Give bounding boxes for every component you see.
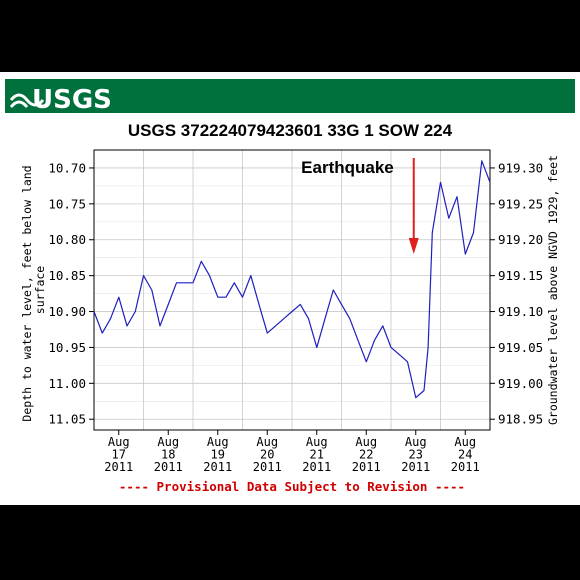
y-tick-label-right: 919.30 <box>498 160 543 175</box>
x-tick-label: Aug <box>405 435 427 449</box>
x-tick-label: 23 <box>409 448 423 462</box>
y-tick-label-right: 919.20 <box>498 232 543 247</box>
x-tick-label: 2011 <box>154 460 183 474</box>
x-tick-label: 17 <box>112 448 126 462</box>
y-tick-label-left: 10.70 <box>48 160 86 175</box>
x-tick-label: 21 <box>310 448 324 462</box>
usgs-logo-text: USGS <box>32 85 112 115</box>
x-tick-label: 20 <box>260 448 274 462</box>
x-tick-label: 18 <box>161 448 175 462</box>
axis-ticks <box>89 167 495 435</box>
y-tick-label-left: 10.80 <box>48 232 86 247</box>
earthquake-arrow-icon <box>408 158 419 254</box>
y-tick-label-left: 10.75 <box>48 196 86 211</box>
provisional-footnote: ---- Provisional Data Subject to Revisio… <box>119 479 465 494</box>
y-tick-label-right: 918.95 <box>498 412 543 427</box>
x-tick-label: Aug <box>157 435 179 449</box>
y-tick-label-left: 10.85 <box>48 268 86 283</box>
y-tick-label-left: 10.90 <box>48 304 86 319</box>
usgs-banner <box>5 79 575 113</box>
chart-panel: USGS USGS 372224079423601 33G 1 SOW 224 … <box>0 72 580 505</box>
y-tick-label-right: 919.25 <box>498 196 543 211</box>
usgs-logo-icon <box>9 93 45 108</box>
tick-labels: 10.70 919.30 10.75 919.25 10.80 919.20 10.85 91… <box>48 160 543 474</box>
x-tick-label: Aug <box>256 435 278 449</box>
chart-title: USGS 372224079423601 33G 1 SOW 224 <box>128 121 453 140</box>
y-tick-label-left: 11.00 <box>48 376 86 391</box>
x-tick-label: 24 <box>458 448 472 462</box>
x-tick-label: 2011 <box>253 460 282 474</box>
data-series <box>93 160 491 399</box>
grid <box>94 150 490 430</box>
x-tick-label: 2011 <box>352 460 381 474</box>
y-tick-label-right: 919.00 <box>498 376 543 391</box>
x-tick-label: Aug <box>454 435 476 449</box>
x-tick-label: 22 <box>359 448 373 462</box>
x-tick-label: Aug <box>355 435 377 449</box>
earthquake-annotation: Earthquake <box>301 158 394 177</box>
hydrograph-chart: USGS USGS 372224079423601 33G 1 SOW 224 … <box>5 79 575 494</box>
y-axis-label-left: Depth to water level, feet below land su… <box>20 158 47 421</box>
y-axis-label-right: Groundwater level above NGVD 1929, feet <box>546 155 560 425</box>
x-tick-label: 2011 <box>302 460 331 474</box>
y-tick-label-left: 10.95 <box>48 340 86 355</box>
x-tick-label: 19 <box>211 448 225 462</box>
y-tick-label-right: 919.15 <box>498 268 543 283</box>
x-tick-label: 2011 <box>203 460 232 474</box>
x-tick-label: 2011 <box>104 460 133 474</box>
y-tick-label-left: 11.05 <box>48 412 86 427</box>
y-tick-label-right: 919.10 <box>498 304 543 319</box>
plot-frame <box>93 149 491 431</box>
x-tick-label: Aug <box>306 435 328 449</box>
x-tick-label: 2011 <box>451 460 480 474</box>
water-level-line <box>93 160 491 399</box>
x-tick-label: 2011 <box>401 460 430 474</box>
x-tick-label: Aug <box>108 435 130 449</box>
x-tick-label: Aug <box>207 435 229 449</box>
y-tick-label-right: 919.05 <box>498 340 543 355</box>
arrow-head <box>408 238 419 254</box>
